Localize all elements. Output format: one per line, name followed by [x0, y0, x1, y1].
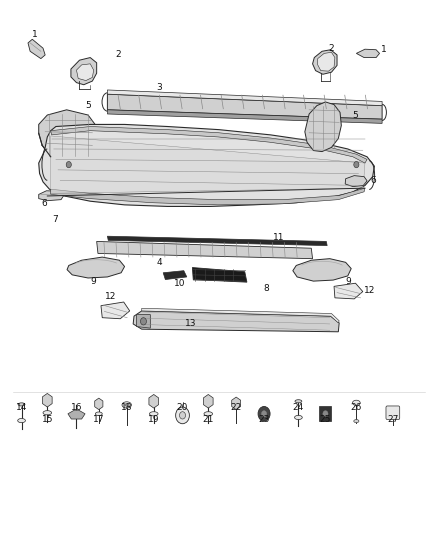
Ellipse shape: [95, 412, 102, 416]
Text: 9: 9: [91, 277, 96, 286]
Polygon shape: [334, 283, 363, 299]
Text: 16: 16: [71, 403, 82, 412]
Circle shape: [258, 407, 270, 421]
Circle shape: [180, 411, 186, 419]
Ellipse shape: [43, 410, 52, 415]
Text: 6: 6: [371, 176, 376, 185]
Polygon shape: [97, 241, 313, 259]
Ellipse shape: [125, 403, 128, 406]
Polygon shape: [318, 52, 335, 71]
Polygon shape: [192, 268, 247, 282]
Text: 1: 1: [381, 45, 387, 54]
Polygon shape: [101, 302, 130, 319]
Polygon shape: [68, 410, 85, 419]
Polygon shape: [107, 94, 382, 119]
Text: 4: 4: [157, 258, 162, 267]
Text: 21: 21: [203, 415, 214, 424]
Text: 12: 12: [364, 286, 375, 295]
Circle shape: [176, 407, 189, 424]
Ellipse shape: [204, 411, 212, 416]
Text: 18: 18: [121, 403, 132, 412]
Polygon shape: [133, 311, 339, 332]
Ellipse shape: [353, 400, 360, 406]
Text: 23: 23: [258, 415, 270, 424]
Polygon shape: [313, 50, 337, 74]
Text: 27: 27: [387, 415, 399, 424]
Text: 9: 9: [345, 277, 351, 286]
FancyBboxPatch shape: [386, 406, 400, 419]
Polygon shape: [67, 257, 124, 278]
Polygon shape: [163, 271, 187, 280]
Text: 11: 11: [273, 233, 285, 243]
Ellipse shape: [18, 403, 25, 406]
Text: 25: 25: [320, 415, 331, 424]
Circle shape: [354, 161, 359, 168]
Polygon shape: [357, 49, 380, 58]
Polygon shape: [51, 126, 367, 163]
Polygon shape: [51, 136, 365, 193]
Ellipse shape: [294, 415, 302, 419]
Ellipse shape: [295, 400, 302, 403]
Text: 7: 7: [52, 215, 58, 224]
Text: 22: 22: [230, 403, 242, 412]
Ellipse shape: [149, 411, 158, 416]
Polygon shape: [137, 314, 150, 328]
Polygon shape: [28, 39, 45, 59]
Text: 17: 17: [93, 415, 105, 424]
Polygon shape: [71, 58, 97, 85]
Text: 13: 13: [185, 319, 197, 328]
Text: 2: 2: [115, 51, 121, 60]
Text: 24: 24: [293, 403, 304, 412]
Text: 5: 5: [85, 101, 91, 110]
Text: 15: 15: [42, 415, 53, 424]
Text: 12: 12: [105, 292, 117, 301]
Polygon shape: [293, 259, 351, 281]
Polygon shape: [107, 110, 382, 123]
Circle shape: [261, 410, 267, 417]
Text: 26: 26: [351, 403, 362, 412]
Text: 2: 2: [328, 44, 334, 53]
Text: 6: 6: [41, 199, 47, 208]
Polygon shape: [107, 90, 382, 106]
Text: 10: 10: [174, 279, 185, 288]
Polygon shape: [39, 124, 374, 206]
Text: 1: 1: [32, 29, 38, 38]
Text: 19: 19: [148, 415, 159, 424]
Polygon shape: [319, 407, 332, 421]
Polygon shape: [51, 188, 365, 205]
Polygon shape: [77, 64, 94, 80]
Text: 3: 3: [156, 83, 162, 92]
Circle shape: [66, 161, 71, 168]
Text: 14: 14: [16, 403, 27, 412]
Text: 5: 5: [353, 110, 358, 119]
Text: 8: 8: [263, 284, 269, 293]
Polygon shape: [39, 110, 98, 163]
Ellipse shape: [122, 402, 131, 408]
Polygon shape: [107, 236, 327, 246]
Polygon shape: [142, 308, 339, 323]
Ellipse shape: [354, 419, 359, 423]
Circle shape: [323, 410, 328, 417]
Polygon shape: [345, 175, 367, 187]
Ellipse shape: [18, 418, 25, 423]
Polygon shape: [39, 191, 64, 201]
Text: 20: 20: [177, 403, 188, 412]
Circle shape: [141, 318, 146, 325]
Polygon shape: [305, 102, 341, 151]
